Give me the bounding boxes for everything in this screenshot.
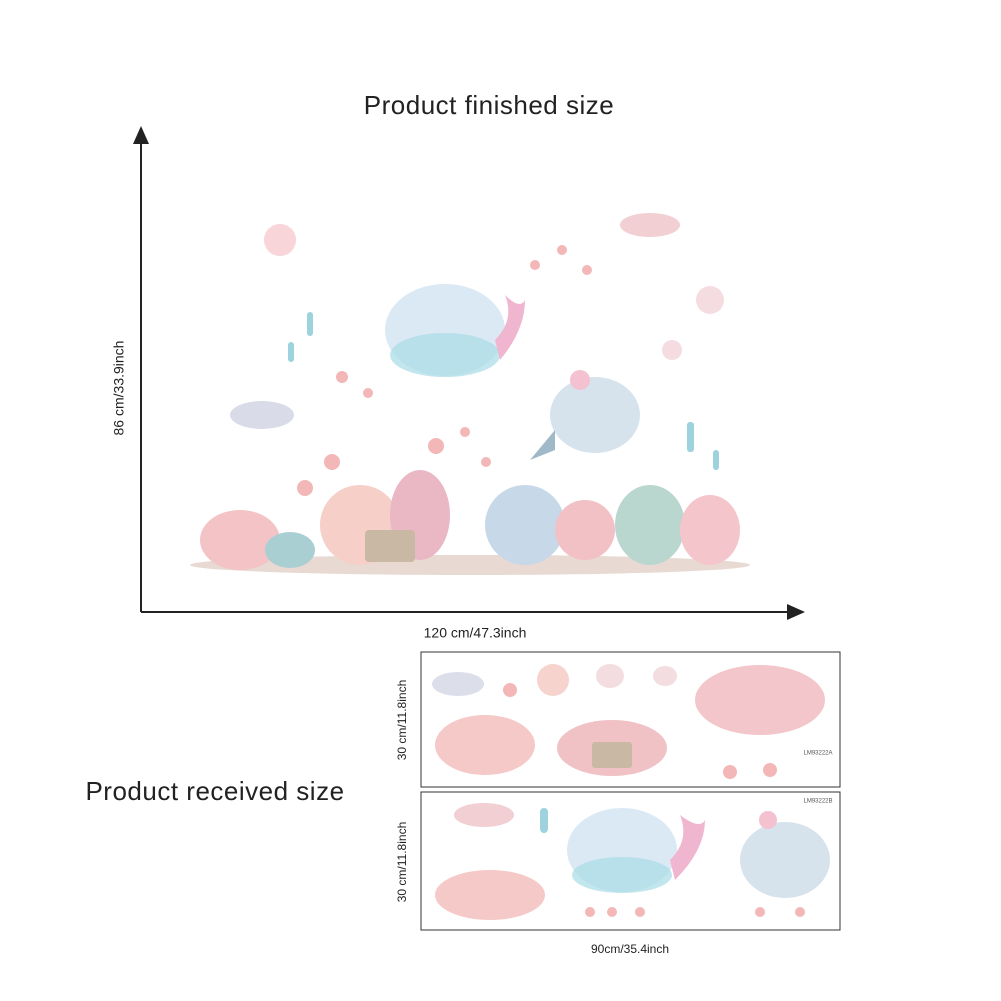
sheet-code: LM93222B: [803, 799, 832, 805]
seahorses: [288, 312, 719, 470]
fish-group: [297, 245, 592, 496]
ray: [620, 213, 680, 237]
jellyfish: [662, 340, 682, 360]
received-title: Product received size: [85, 776, 344, 806]
jellyfish: [264, 224, 296, 256]
sheet-height: 30 cm/11.8inch: [395, 680, 409, 761]
sheet-height: 30 cm/11.8inch: [395, 822, 409, 903]
jellyfish: [696, 286, 724, 314]
finished-title: Product finished size: [364, 90, 614, 120]
flower: [570, 370, 590, 390]
small-whale: [550, 377, 640, 453]
whale-tail: [495, 295, 525, 360]
sheet-width: 90cm/35.4inch: [591, 942, 669, 956]
finished-width: 120 cm/47.3inch: [424, 625, 527, 641]
finished-height: 86 cm/33.9inch: [111, 341, 127, 436]
wall-illustration: [190, 213, 750, 575]
small-whale-tail: [530, 430, 555, 460]
sheet-a-illustration: [432, 664, 825, 779]
coral-reef: [190, 470, 750, 575]
whale-belly: [390, 333, 500, 377]
sheet-code: LM93222A: [803, 751, 832, 757]
ray: [230, 401, 294, 429]
sheet-b-illustration: [435, 803, 830, 920]
